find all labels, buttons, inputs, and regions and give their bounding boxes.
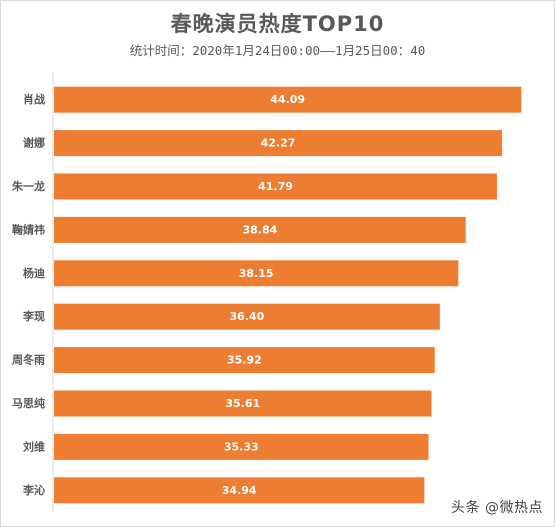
bar-value-label: 36.40 — [230, 310, 265, 323]
bar-value-label: 34.94 — [222, 484, 257, 497]
bar-value-label: 42.27 — [261, 137, 296, 150]
bar — [54, 216, 466, 243]
bar — [54, 130, 503, 157]
bar — [54, 303, 440, 330]
category-label: 谢娜 — [23, 136, 45, 150]
category-label: 杨迪 — [23, 266, 45, 280]
bar-value-label: 35.61 — [225, 397, 260, 410]
bar-value-label: 38.84 — [242, 223, 277, 236]
bar — [54, 347, 435, 374]
bar-value-label: 35.92 — [227, 354, 262, 367]
category-label: 周冬雨 — [12, 353, 45, 367]
bar-value-label: 38.15 — [239, 267, 274, 280]
category-label: 鞠婧祎 — [12, 222, 45, 236]
category-label: 李现 — [22, 309, 45, 323]
watermark: 头条 @微热点 — [451, 500, 543, 516]
bar-value-label: 44.09 — [270, 93, 305, 106]
category-label: 朱一龙 — [11, 179, 45, 193]
category-label: 马思纯 — [12, 396, 45, 410]
bar — [54, 173, 497, 200]
category-label: 李沁 — [22, 483, 45, 497]
bar — [54, 260, 459, 287]
chart-subtitle: 统计时间：2020年1月24日00:00——1月25日00：40 — [129, 43, 426, 58]
bar — [54, 86, 522, 113]
category-label: 肖战 — [23, 92, 45, 106]
bar-value-label: 41.79 — [258, 180, 293, 193]
bar — [54, 477, 425, 504]
chart-title: 春晚演员热度TOP10 — [170, 12, 385, 36]
bar — [54, 390, 432, 417]
category-label: 刘维 — [23, 439, 45, 453]
bar — [54, 433, 429, 460]
bar-value-label: 35.33 — [224, 440, 259, 453]
